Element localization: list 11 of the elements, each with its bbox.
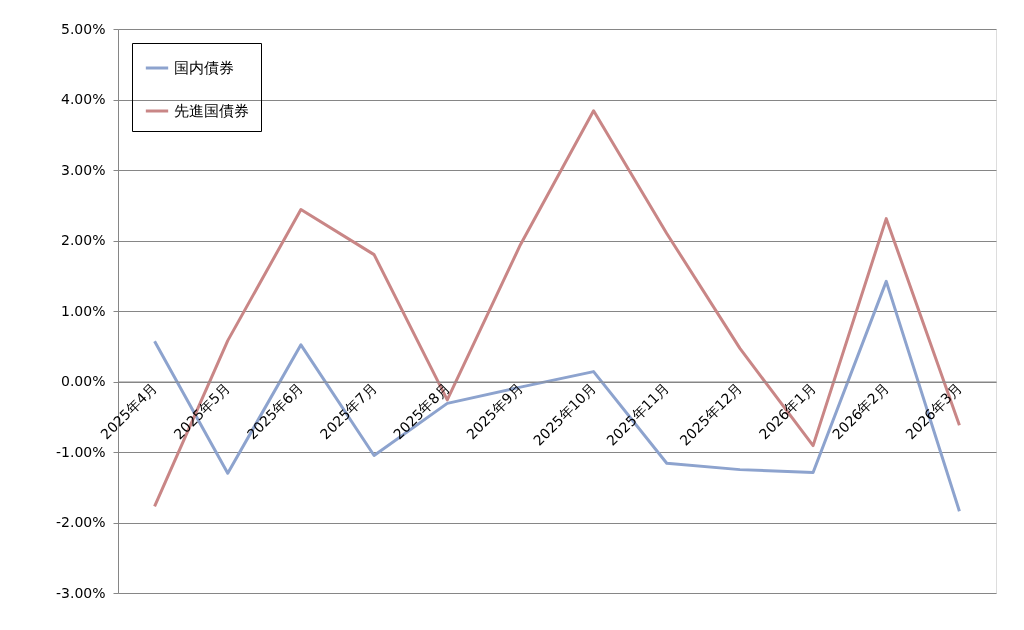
y-tick-label: 1.00%: [61, 302, 106, 319]
legend-label: 国内債券: [174, 59, 234, 77]
y-tick-label: -2.00%: [55, 514, 106, 530]
y-tick-label: 5.00%: [61, 20, 106, 37]
y-tick-label: -3.00%: [55, 584, 106, 601]
y-tick-label: 3.00%: [61, 161, 106, 178]
y-tick-label: 2.00%: [61, 232, 106, 248]
y-tick-label: -1.00%: [55, 443, 106, 460]
y-tick-label: 4.00%: [61, 91, 106, 107]
y-tick-label: 0.00%: [61, 373, 106, 389]
legend-label: 先進国債券: [174, 102, 249, 120]
